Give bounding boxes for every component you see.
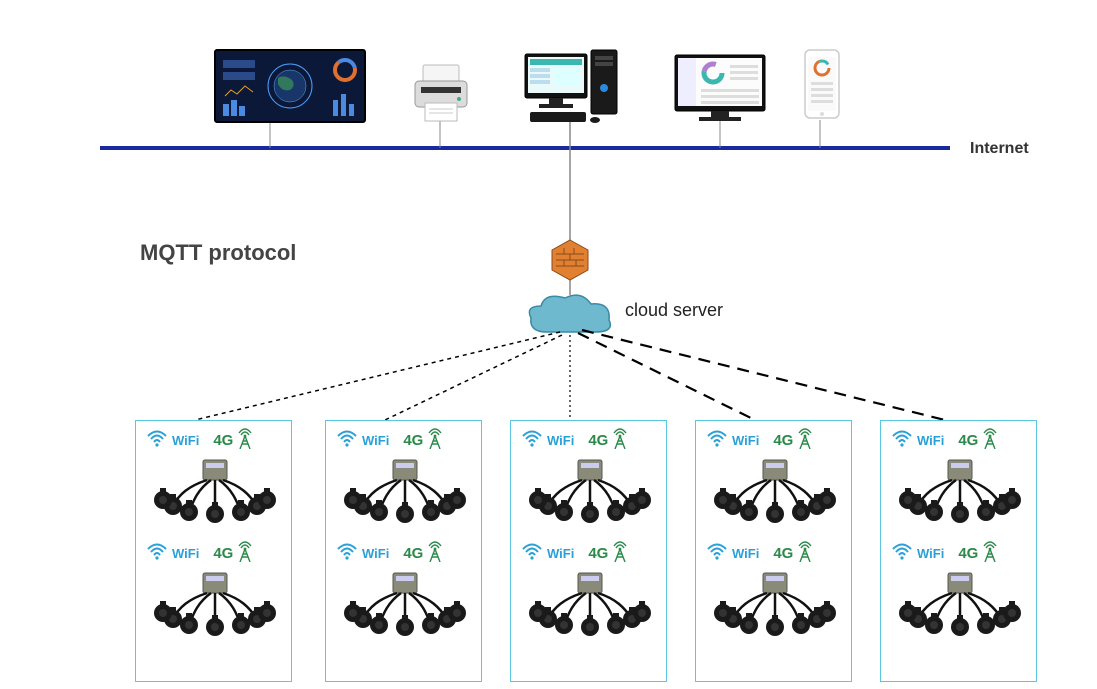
wifi-4g-badge: WiFi 4G [332, 538, 475, 569]
wifi-4g-badge: WiFi 4G [517, 425, 660, 456]
edge-device-box: WiFi 4G WiFi 4G [880, 420, 1037, 682]
wifi-text: WiFi [732, 433, 759, 448]
wifi-text: WiFi [172, 433, 199, 448]
sensor-cluster-icon [887, 569, 1030, 647]
edge-device-box: WiFi 4G WiFi 4G [510, 420, 667, 682]
edge-device-box: WiFi 4G WiFi 4G [325, 420, 482, 682]
internet-label: Internet [970, 140, 1029, 158]
sensor-cluster-icon [142, 456, 285, 534]
sensor-cluster-icon [702, 569, 845, 647]
wifi-icon [521, 429, 543, 452]
sensor-cluster-icon [332, 569, 475, 647]
fourg-text: 4G [213, 432, 233, 449]
wifi-icon [146, 429, 168, 452]
wifi-icon [336, 429, 358, 452]
fourg-text: 4G [773, 545, 793, 562]
firewall-icon [552, 240, 588, 280]
wifi-text: WiFi [172, 546, 199, 561]
tower-icon [982, 540, 998, 567]
wifi-text: WiFi [732, 546, 759, 561]
wifi-4g-badge: WiFi 4G [517, 538, 660, 569]
wifi-4g-badge: WiFi 4G [887, 538, 1030, 569]
edge-device-box: WiFi 4G WiFi 4G [695, 420, 852, 682]
sensor-cluster-icon [702, 456, 845, 534]
tower-icon [797, 427, 813, 454]
cloud-server-label: cloud server [625, 300, 723, 321]
tower-icon [612, 427, 628, 454]
wifi-text: WiFi [917, 546, 944, 561]
wifi-icon [336, 542, 358, 565]
mqtt-label: MQTT protocol [140, 240, 296, 266]
desktop-pc-icon [525, 50, 617, 123]
wifi-4g-badge: WiFi 4G [142, 538, 285, 569]
wifi-4g-badge: WiFi 4G [702, 538, 845, 569]
wifi-icon [706, 429, 728, 452]
sensor-cluster-icon [887, 456, 1030, 534]
wifi-icon [891, 542, 913, 565]
sensor-cluster-icon [517, 569, 660, 647]
fourg-text: 4G [958, 432, 978, 449]
tower-icon [612, 540, 628, 567]
wifi-4g-badge: WiFi 4G [332, 425, 475, 456]
wifi-icon [706, 542, 728, 565]
sensor-cluster-icon [332, 456, 475, 534]
wifi-icon [146, 542, 168, 565]
tower-icon [797, 540, 813, 567]
fourg-text: 4G [958, 545, 978, 562]
tower-icon [427, 427, 443, 454]
wifi-icon [891, 429, 913, 452]
fourg-text: 4G [588, 432, 608, 449]
fourg-text: 4G [403, 432, 423, 449]
wifi-4g-badge: WiFi 4G [887, 425, 1030, 456]
fourg-text: 4G [773, 432, 793, 449]
smartphone-icon [805, 50, 839, 118]
wifi-4g-badge: WiFi 4G [142, 425, 285, 456]
sensor-cluster-icon [142, 569, 285, 647]
wifi-text: WiFi [917, 433, 944, 448]
tower-icon [237, 540, 253, 567]
cloud-link [195, 332, 560, 420]
wifi-text: WiFi [547, 546, 574, 561]
wifi-text: WiFi [547, 433, 574, 448]
fourg-text: 4G [403, 545, 423, 562]
sensor-cluster-icon [517, 456, 660, 534]
tower-icon [982, 427, 998, 454]
wifi-text: WiFi [362, 546, 389, 561]
dashboard-screen-icon [215, 50, 365, 122]
fourg-text: 4G [588, 545, 608, 562]
wifi-text: WiFi [362, 433, 389, 448]
edge-device-box: WiFi 4G WiFi 4G [135, 420, 292, 682]
wifi-icon [521, 542, 543, 565]
tower-icon [427, 540, 443, 567]
cloud-link [385, 335, 562, 420]
printer-icon [415, 65, 467, 121]
fourg-text: 4G [213, 545, 233, 562]
wifi-4g-badge: WiFi 4G [702, 425, 845, 456]
tower-icon [237, 427, 253, 454]
analytics-monitor-icon [675, 55, 765, 121]
cloud-link [582, 330, 945, 420]
cloud-link [578, 333, 755, 420]
cloud-icon [529, 295, 610, 332]
